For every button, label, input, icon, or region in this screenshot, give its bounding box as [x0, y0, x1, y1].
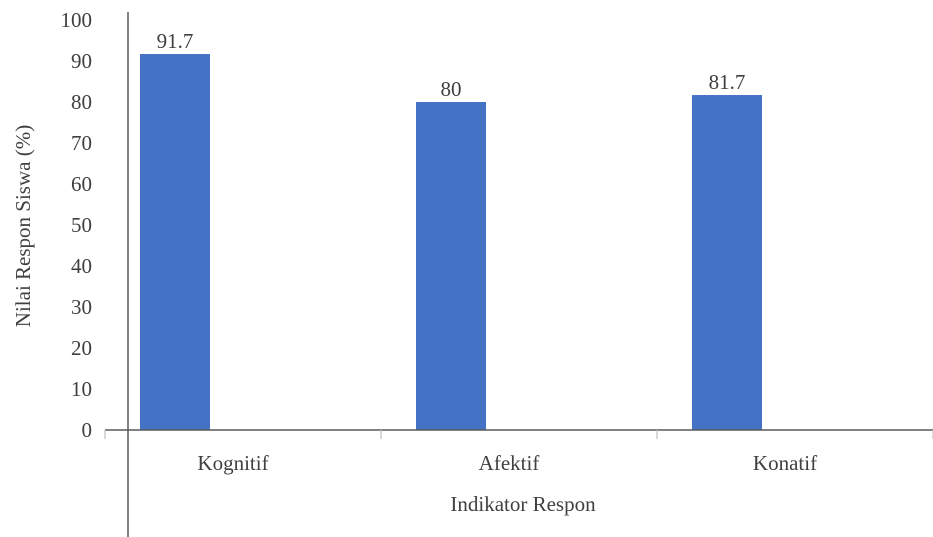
x-axis-ticks [104, 430, 933, 439]
y-tick-label: 0 [82, 418, 93, 442]
y-axis-ticks: 0 10 20 30 40 50 60 70 80 90 100 [61, 8, 93, 442]
y-tick-label: 20 [71, 336, 92, 360]
y-tick-label: 70 [71, 131, 92, 155]
data-labels-group: 91.7 80 81.7 [157, 29, 746, 101]
y-axis-title: Nilai Respon Siswa (%) [11, 125, 35, 327]
y-tick-label: 30 [71, 295, 92, 319]
category-label: Konatif [753, 451, 817, 475]
data-label: 91.7 [157, 29, 194, 53]
data-label: 81.7 [709, 70, 746, 94]
x-axis-title: Indikator Respon [450, 492, 596, 516]
category-labels-group: Kognitif Afektif Konatif [197, 451, 817, 475]
y-tick-label: 80 [71, 90, 92, 114]
y-tick-label: 10 [71, 377, 92, 401]
bars-group [140, 54, 762, 430]
y-tick-label: 40 [71, 254, 92, 278]
y-tick-label: 90 [71, 49, 92, 73]
data-label: 80 [441, 77, 462, 101]
bar-kognitif [140, 54, 210, 430]
bar-afektif [416, 102, 486, 430]
y-tick-label: 60 [71, 172, 92, 196]
y-tick-label: 100 [61, 8, 93, 32]
y-tick-label: 50 [71, 213, 92, 237]
category-label: Kognitif [197, 451, 268, 475]
bar-konatif [692, 95, 762, 430]
category-label: Afektif [479, 451, 540, 475]
